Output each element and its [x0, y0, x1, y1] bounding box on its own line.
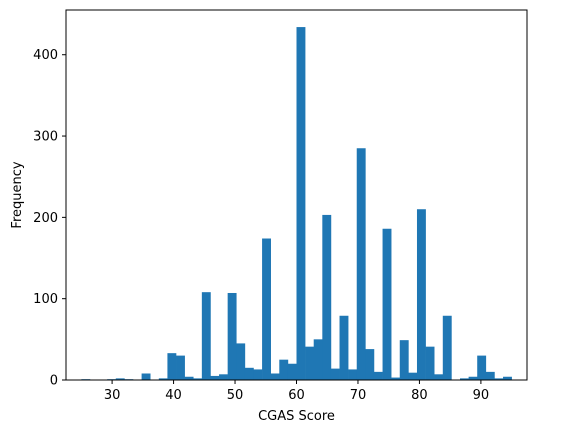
y-tick-label: 0	[50, 374, 58, 389]
histogram-bar	[141, 373, 151, 380]
histogram-bar	[494, 378, 504, 380]
histogram-bar	[416, 209, 426, 380]
histogram-bar	[425, 346, 435, 380]
histogram-bar	[219, 374, 228, 380]
histogram-bar	[365, 349, 375, 380]
histogram-bar	[236, 343, 246, 380]
histogram-bar	[503, 376, 512, 380]
histogram-bar	[442, 315, 452, 380]
histogram-bar	[201, 292, 211, 380]
histogram-bar	[468, 376, 478, 380]
histogram-bar	[356, 148, 366, 380]
histogram-bar	[210, 375, 220, 380]
x-axis-ticks: 30 40 50 60 70 80 90	[104, 380, 489, 403]
histogram-bar	[313, 339, 323, 380]
histogram-bar	[305, 346, 315, 380]
histogram-bar	[244, 367, 254, 380]
histogram-bar	[227, 292, 237, 380]
x-tick-label: 50	[227, 388, 244, 403]
histogram-bar	[339, 315, 349, 380]
y-axis-label: Frequency	[10, 161, 25, 228]
histogram-bar	[373, 371, 383, 380]
histogram-bar	[434, 374, 444, 380]
y-tick-label: 400	[33, 48, 58, 63]
histogram-bar	[279, 359, 289, 380]
x-tick-label: 80	[411, 388, 428, 403]
histogram-bar	[348, 369, 358, 380]
plot-frame	[65, 9, 528, 381]
x-tick-label: 40	[165, 388, 182, 403]
y-tick-label: 300	[33, 130, 58, 145]
histogram-bar	[262, 238, 271, 380]
histogram-bar	[322, 214, 332, 380]
histogram-bar	[176, 355, 185, 380]
histogram-bar	[184, 376, 194, 380]
histogram-bar	[158, 378, 168, 380]
histogram-bar	[485, 371, 495, 380]
histogram-bar	[391, 377, 401, 380]
histogram-bar	[399, 340, 409, 380]
histogram-bar	[382, 228, 392, 380]
histogram-bar	[330, 368, 340, 380]
histogram-bar	[287, 363, 297, 380]
histogram-bar	[167, 353, 177, 380]
histogram-bar	[253, 369, 263, 380]
x-tick-label: 90	[473, 388, 490, 403]
bars-group	[81, 27, 512, 380]
x-tick-label: 70	[350, 388, 367, 403]
y-tick-label: 100	[33, 292, 58, 307]
histogram-bar	[115, 378, 125, 380]
histogram-bar	[296, 27, 306, 380]
x-axis-label: CGAS Score	[258, 409, 335, 424]
y-axis-ticks: 0 100 200 300 400	[33, 48, 66, 389]
histogram-bar	[477, 355, 487, 380]
histogram-bar	[408, 372, 418, 380]
histogram-bar	[270, 373, 280, 380]
y-tick-label: 200	[33, 211, 58, 226]
histogram-bar	[193, 378, 203, 380]
histogram-bar	[460, 378, 469, 380]
x-tick-label: 30	[104, 388, 121, 403]
x-tick-label: 60	[288, 388, 305, 403]
